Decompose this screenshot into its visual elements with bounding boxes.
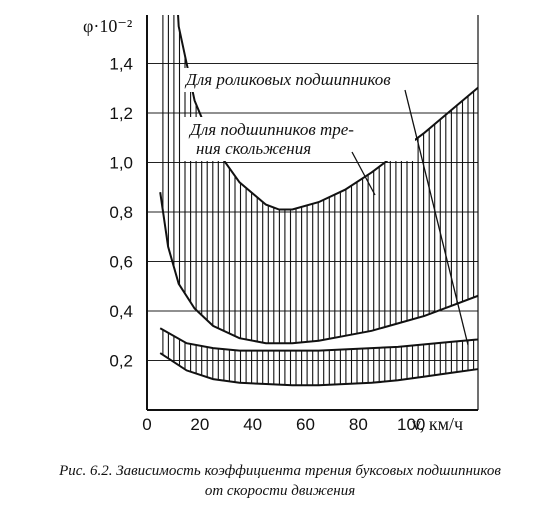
x-tick-label-1: 20 [190, 415, 209, 434]
band-0-lower-curve [159, 192, 478, 345]
bands [159, 15, 478, 387]
band-0 [159, 15, 478, 345]
x-tick-label-2: 40 [243, 415, 262, 434]
caption-line-2: от скорости движения [204, 483, 356, 499]
y-tick-label-6: 1,4 [109, 55, 133, 74]
band-0-upper-curve [177, 15, 478, 211]
leader-line-roller [404, 89, 469, 346]
x-tick-label-5: 100 [397, 415, 425, 434]
x-tick-label-4: 80 [349, 415, 368, 434]
y-tick-label-5: 1,2 [109, 104, 133, 123]
annotation-bg-sliding [183, 117, 415, 161]
annotation-bg-roller [183, 68, 448, 92]
x-tick-label-0: 0 [142, 415, 151, 434]
band-1-upper-curve [159, 327, 478, 352]
y-tick-label-2: 0,6 [109, 253, 133, 272]
annotation-sliding-line1: Для подшипников тре- [188, 120, 354, 139]
band-1-lower-curve [159, 352, 478, 387]
caption-line-1: Рис. 6.2. Зависимость коэффициента трени… [59, 463, 501, 479]
y-tick-label-0: 0,2 [109, 352, 133, 371]
x-axis-label: v, км/ч [412, 414, 463, 434]
friction-coefficient-chart: 0,2 0,4 0,6 0,8 1,0 1,2 1,4 0 20 40 60 80 100 φ·10⁻²… [83, 15, 479, 435]
y-axis-label: φ·10⁻² [83, 16, 132, 36]
y-tick-label-1: 0,4 [109, 302, 133, 321]
band-1-hatching [162, 329, 475, 386]
figure-caption: Рис. 6.2. Зависимость коэффициента трени… [0, 461, 560, 501]
band-0-hatching [162, 15, 475, 344]
leader-line-sliding [351, 151, 376, 196]
axes [146, 15, 479, 411]
y-tick-label-4: 1,0 [109, 154, 133, 173]
annotation-roller: Для роликовых подшипников [184, 70, 391, 89]
band-1 [159, 327, 478, 387]
annotation-sliding-line2: ния скольжения [196, 139, 311, 158]
tick-labels: 0,2 0,4 0,6 0,8 1,0 1,2 1,4 0 20 40 60 80 100 [109, 55, 425, 435]
x-tick-label-3: 60 [296, 415, 315, 434]
y-tick-label-3: 0,8 [109, 203, 133, 222]
annotations: Для роликовых подшипников Для подшипнико… [183, 68, 469, 346]
